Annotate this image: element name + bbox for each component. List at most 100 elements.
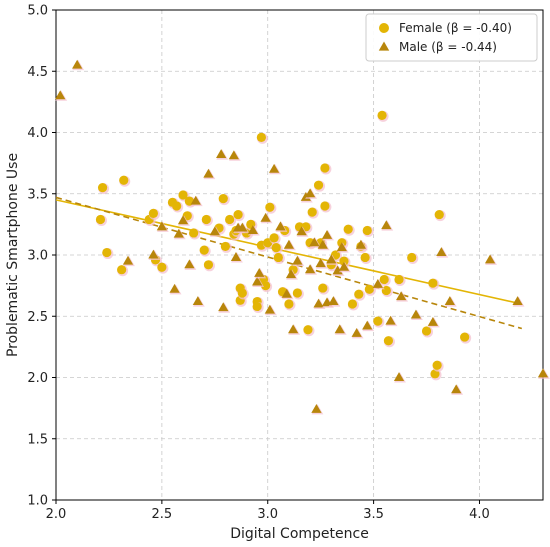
x-axis-label: Digital Competence [230, 526, 369, 542]
female-point [189, 228, 199, 238]
female-point [339, 256, 349, 266]
legend-female-label: Female (β = -0.40) [399, 21, 512, 35]
male-point [338, 261, 350, 271]
female-point [407, 252, 417, 263]
male-point [311, 403, 322, 413]
male-point [216, 149, 227, 159]
male-point [427, 316, 439, 326]
male-point [173, 228, 184, 238]
y-tick-label: 4.5 [27, 65, 48, 80]
female-point [394, 274, 404, 285]
male-point [334, 324, 345, 334]
female-point [148, 208, 158, 218]
female-point [320, 201, 330, 211]
female-point [347, 299, 358, 309]
male-point [444, 296, 455, 306]
female-point [377, 110, 387, 120]
male-fit-line [55, 196, 523, 330]
male-point [362, 320, 373, 330]
male-point [218, 302, 229, 312]
male-point [381, 220, 392, 230]
male-point [228, 150, 239, 160]
male-point [372, 279, 383, 288]
male-point [264, 304, 275, 314]
male-point [285, 269, 297, 279]
male-point [260, 212, 271, 222]
female-point [362, 225, 372, 236]
male-point [309, 237, 320, 247]
male-point [484, 254, 496, 264]
x-tick-label: 2.5 [152, 507, 173, 522]
male-point [281, 288, 292, 298]
male-point [436, 247, 447, 257]
legend-male-label: Male (β = -0.44) [399, 40, 497, 54]
male-point [230, 252, 242, 261]
male-point [177, 215, 189, 225]
female-fit-line [55, 199, 523, 305]
female-point [421, 326, 432, 336]
female-point [354, 289, 364, 299]
female-point [119, 175, 129, 185]
female-point [307, 207, 317, 217]
female-point [203, 260, 214, 270]
female-point [292, 288, 302, 298]
male-point [254, 267, 265, 277]
female-point [360, 252, 370, 263]
female-point [318, 283, 328, 293]
legend: Female (β = -0.40) Male (β = -0.44) [365, 13, 538, 62]
female-point [256, 132, 266, 142]
male-point [292, 255, 303, 265]
male-point [328, 296, 339, 306]
male-point [304, 188, 316, 198]
male-point [321, 230, 333, 239]
y-axis-label: Problematic Smartphone Use [5, 153, 21, 357]
female-point [220, 241, 230, 252]
data-points [55, 59, 550, 415]
male-point [385, 315, 396, 325]
female-point [460, 332, 470, 342]
female-point [102, 247, 112, 258]
female-point [343, 224, 353, 234]
female-point [273, 252, 283, 263]
male-point [283, 239, 295, 249]
male-point [393, 372, 405, 382]
female-point [95, 214, 106, 225]
male-point [315, 258, 326, 268]
female-point [237, 288, 247, 298]
male-point [252, 276, 263, 286]
male-point [275, 221, 286, 231]
male-point [148, 249, 159, 259]
female-point [432, 360, 442, 370]
male-point [296, 226, 307, 236]
female-point [261, 281, 271, 291]
male-point [410, 309, 422, 319]
female-point [284, 299, 294, 309]
x-tick-label: 4.0 [469, 507, 490, 522]
female-point [303, 325, 313, 335]
female-point [97, 183, 108, 193]
male-point [288, 324, 299, 334]
male-point [336, 242, 347, 252]
legend-female-marker [379, 23, 389, 33]
male-point [156, 221, 167, 231]
male-point [55, 90, 66, 100]
y-tick-label: 4.0 [27, 126, 48, 141]
male-point [451, 384, 462, 394]
male-point [247, 225, 259, 235]
y-tick-label: 1.0 [27, 494, 48, 509]
female-point [364, 284, 374, 294]
male-point [313, 298, 324, 308]
female-point [434, 209, 444, 220]
female-point [225, 214, 235, 225]
y-tick-label: 3.0 [27, 249, 48, 264]
male-point [268, 163, 280, 173]
male-point [351, 328, 362, 337]
x-tick-label: 3.5 [363, 507, 384, 522]
male-point [169, 283, 180, 293]
male-point [355, 239, 367, 249]
female-point [201, 214, 211, 225]
female-point [117, 265, 127, 275]
male-point [184, 259, 195, 269]
female-point [218, 194, 228, 204]
